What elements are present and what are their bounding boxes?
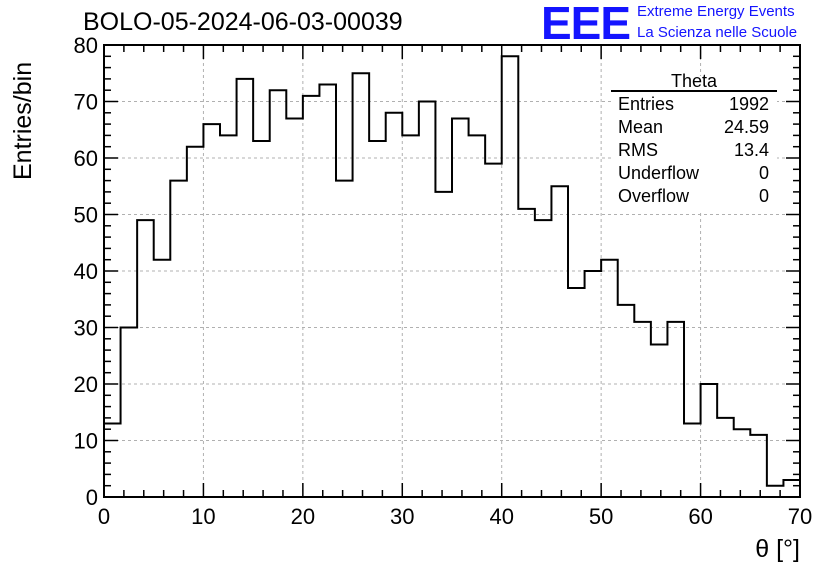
histogram-bin <box>203 124 220 497</box>
histogram-bin <box>336 181 353 497</box>
x-tick-label: 20 <box>291 504 315 529</box>
brand-line-1: Extreme Energy Events <box>637 3 795 20</box>
histogram-bin <box>667 322 684 497</box>
histogram-bin <box>452 118 469 497</box>
stats-row-label: Underflow <box>618 163 700 183</box>
histogram-bin <box>535 220 552 497</box>
histogram-bin <box>634 322 651 497</box>
histogram-bin <box>402 135 419 497</box>
x-tick-label: 10 <box>191 504 215 529</box>
stats-row-value: 1992 <box>729 94 769 114</box>
histogram-bin <box>568 288 585 497</box>
histogram-bin <box>220 135 237 497</box>
histogram-bin <box>502 56 519 497</box>
histogram-bin <box>750 435 767 497</box>
histogram-bin <box>469 135 486 497</box>
histogram-bin <box>270 90 287 497</box>
histogram-bin <box>601 260 618 497</box>
histogram-bin <box>783 480 800 497</box>
stats-row-value: 0 <box>759 186 769 206</box>
histogram-bin <box>353 73 370 497</box>
x-tick-label: 40 <box>489 504 513 529</box>
histogram-bin <box>585 271 602 497</box>
y-tick-label: 50 <box>74 203 98 228</box>
y-axis-label: Entries/bin <box>9 62 37 180</box>
histogram-bin <box>684 424 701 497</box>
histogram-bin <box>303 96 320 497</box>
plot-title: BOLO-05-2024-06-03-00039 <box>83 8 403 36</box>
brand-line-2: La Scienza nelle Scuole <box>637 24 798 41</box>
histogram-bin <box>734 429 751 497</box>
histogram-bin <box>618 305 635 497</box>
y-tick-label: 80 <box>74 33 98 58</box>
eee-logo: EEE <box>541 0 631 49</box>
x-axis-label: θ [°] <box>755 535 800 563</box>
y-tick-label: 60 <box>74 146 98 171</box>
histogram-bin <box>386 113 403 497</box>
x-tick-label: 70 <box>788 504 812 529</box>
stats-row-label: Mean <box>618 117 663 137</box>
histogram-bin <box>187 147 204 497</box>
histogram-bin <box>319 85 336 497</box>
y-tick-label: 10 <box>74 429 98 454</box>
histogram-bin <box>485 164 502 497</box>
x-tick-label: 30 <box>390 504 414 529</box>
histogram-bin <box>518 209 535 497</box>
stats-box-background <box>611 76 777 211</box>
histogram-bin <box>237 79 254 497</box>
histogram-bin <box>651 344 668 497</box>
histogram-bin <box>435 192 452 497</box>
stats-row-value: 24.59 <box>724 117 769 137</box>
histogram-bin <box>369 141 386 497</box>
stats-row-label: Entries <box>618 94 674 114</box>
histogram-bin <box>121 328 138 498</box>
y-tick-label: 70 <box>74 90 98 115</box>
stats-row-label: RMS <box>618 140 658 160</box>
y-tick-label: 40 <box>74 259 98 284</box>
y-tick-label: 20 <box>74 372 98 397</box>
stats-box-title: Theta <box>671 71 718 91</box>
histogram-bin <box>701 384 718 497</box>
stats-row-label: Overflow <box>618 186 690 206</box>
histogram-series <box>103 55 802 498</box>
histogram-bin <box>551 186 568 497</box>
y-tick-label: 0 <box>86 485 98 510</box>
histogram-bin <box>253 141 270 497</box>
x-tick-label: 0 <box>98 504 110 529</box>
stats-row-value: 0 <box>759 163 769 183</box>
axes: 0 10 20 30 40 50 60 70 0 10 20 30 40 50 60 70 80 <box>74 33 813 529</box>
histogram-outline <box>103 55 802 498</box>
histogram-bin <box>154 260 171 497</box>
histogram-bin <box>170 181 187 497</box>
histogram-bin <box>286 118 303 497</box>
histogram-bin <box>137 220 154 497</box>
histogram-bin <box>717 418 734 497</box>
histogram-bin <box>419 102 436 498</box>
stats-row-value: 13.4 <box>734 140 769 160</box>
x-tick-label: 60 <box>688 504 712 529</box>
histogram-bin <box>767 486 784 497</box>
stats-box: Theta Entries 1992 Mean 24.59 RMS 13.4 Underflo… <box>611 71 777 211</box>
x-tick-label: 50 <box>589 504 613 529</box>
y-tick-label: 30 <box>74 316 98 341</box>
